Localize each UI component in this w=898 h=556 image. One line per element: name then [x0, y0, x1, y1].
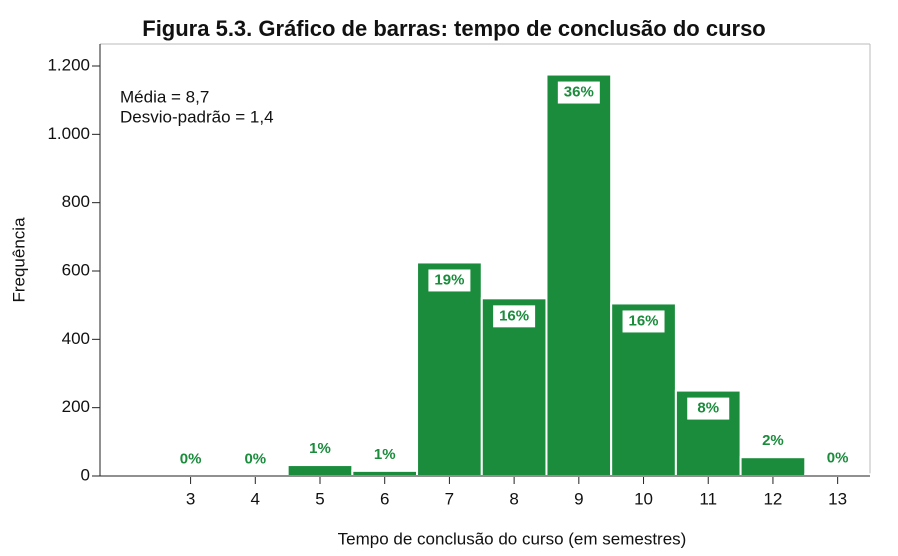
x-tick-label: 6: [380, 489, 389, 508]
y-tick-label: 1.000: [47, 124, 90, 143]
x-tick-label: 12: [763, 489, 782, 508]
annotation: Desvio-padrão = 1,4: [120, 107, 274, 126]
x-tick-label: 5: [315, 489, 324, 508]
x-tick-label: 4: [251, 489, 260, 508]
y-tick-label: 200: [62, 397, 90, 416]
x-tick-label: 10: [634, 489, 653, 508]
x-tick-label: 8: [509, 489, 518, 508]
label-box: [493, 305, 536, 328]
x-tick-label: 3: [186, 489, 195, 508]
label-box: [428, 269, 471, 292]
y-tick-label: 800: [62, 192, 90, 211]
percent-label: 0%: [180, 450, 202, 467]
x-tick-label: 7: [445, 489, 454, 508]
annotation: Média = 8,7: [120, 87, 209, 106]
percent-label: 0%: [827, 449, 849, 466]
percent-label: 16%: [499, 307, 529, 324]
bar: [416, 261, 483, 478]
bar: [739, 456, 807, 478]
label-box: [622, 310, 665, 333]
y-tick-label: 1.200: [47, 55, 90, 74]
y-tick-label: 600: [62, 260, 90, 279]
percent-label: 1%: [309, 440, 331, 457]
x-axis-label: Tempo de conclusão do curso (em semestre…: [338, 529, 687, 548]
percent-label: 16%: [629, 312, 659, 329]
bar: [286, 464, 354, 478]
chart-title: Figura 5.3. Gráfico de barras: tempo de …: [142, 16, 766, 41]
percent-label: 19%: [434, 271, 464, 288]
bar: [351, 469, 419, 477]
x-tick-label: 11: [699, 489, 717, 508]
x-tick-label: 13: [828, 489, 847, 508]
percent-label: 1%: [374, 446, 396, 463]
percent-label: 0%: [244, 450, 266, 467]
bar: [545, 73, 613, 478]
y-tick-label: 0: [81, 465, 90, 484]
bar: [480, 297, 548, 478]
y-axis-label: Frequência: [9, 217, 28, 303]
percent-label: 36%: [564, 84, 594, 101]
x-tick-label: 9: [574, 489, 583, 508]
percent-label: 8%: [697, 400, 719, 417]
label-box: [557, 81, 600, 104]
y-tick-label: 400: [62, 329, 90, 348]
label-box: [687, 397, 730, 420]
percent-label: 2%: [762, 432, 784, 449]
